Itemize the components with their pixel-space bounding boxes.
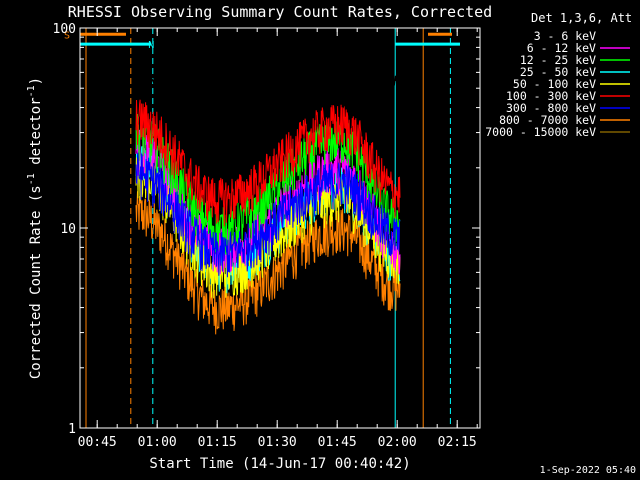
legend-label-5: 100 - 300 keV <box>506 89 596 103</box>
y-tick-label-1: 10 <box>60 222 76 237</box>
y-ticks: 100 10 1 <box>53 22 480 437</box>
series-line-2 <box>135 113 401 255</box>
flag-label-s: S <box>64 30 70 41</box>
x-axis-label: Start Time (14-Jun-17 00:40:42) <box>149 456 410 472</box>
x-tick-label-3: 01:30 <box>258 435 297 450</box>
plot-layer: SN <box>64 28 460 428</box>
y-tick-label-0: 100 <box>53 22 76 37</box>
y-tick-label-2: 1 <box>68 422 76 437</box>
x-tick-label-2: 01:15 <box>198 435 237 450</box>
y-axis-label-suffix: detector <box>28 97 44 173</box>
y-axis-label: Corrected Count Rate (s-1 detector-1) <box>26 77 44 379</box>
flag-label-n: N <box>148 40 154 51</box>
x-ticks: 00:45 01:00 01:15 01:30 01:45 02:00 02:15 <box>78 28 478 450</box>
legend-label-1: 6 - 12 keV <box>527 41 596 55</box>
legend-label-2: 12 - 25 keV <box>520 53 596 67</box>
legend-label-6: 300 - 800 keV <box>506 101 596 115</box>
y-axis-label-prefix: Corrected Count Rate (s <box>28 185 44 379</box>
legend-label-4: 50 - 100 keV <box>513 77 596 91</box>
legend-label-8: 7000 - 15000 keV <box>485 125 596 139</box>
x-tick-label-6: 02:15 <box>438 435 477 450</box>
y-axis-label-sup: -1 <box>26 173 37 185</box>
chart-title: RHESSI Observing Summary Count Rates, Co… <box>68 3 492 21</box>
legend-label-7: 800 - 7000 keV <box>499 113 596 127</box>
x-tick-label-4: 01:45 <box>318 435 357 450</box>
series-line-6 <box>135 152 401 278</box>
legend-label-0: 3 - 6 keV <box>534 29 596 43</box>
y-axis-label-end: ) <box>28 77 44 85</box>
series-line-5 <box>135 99 401 227</box>
legend-title: Det 1,3,6, Att 0 <box>531 11 640 25</box>
x-tick-label-5: 02:00 <box>378 435 417 450</box>
series-line-0 <box>135 72 401 88</box>
legend-label-3: 25 - 50 keV <box>520 65 596 79</box>
x-tick-label-0: 00:45 <box>78 435 117 450</box>
x-tick-label-1: 01:00 <box>138 435 177 450</box>
y-axis-label-sup2: -1 <box>26 85 37 97</box>
footer-date: 1-Sep-2022 05:40 <box>540 465 636 476</box>
